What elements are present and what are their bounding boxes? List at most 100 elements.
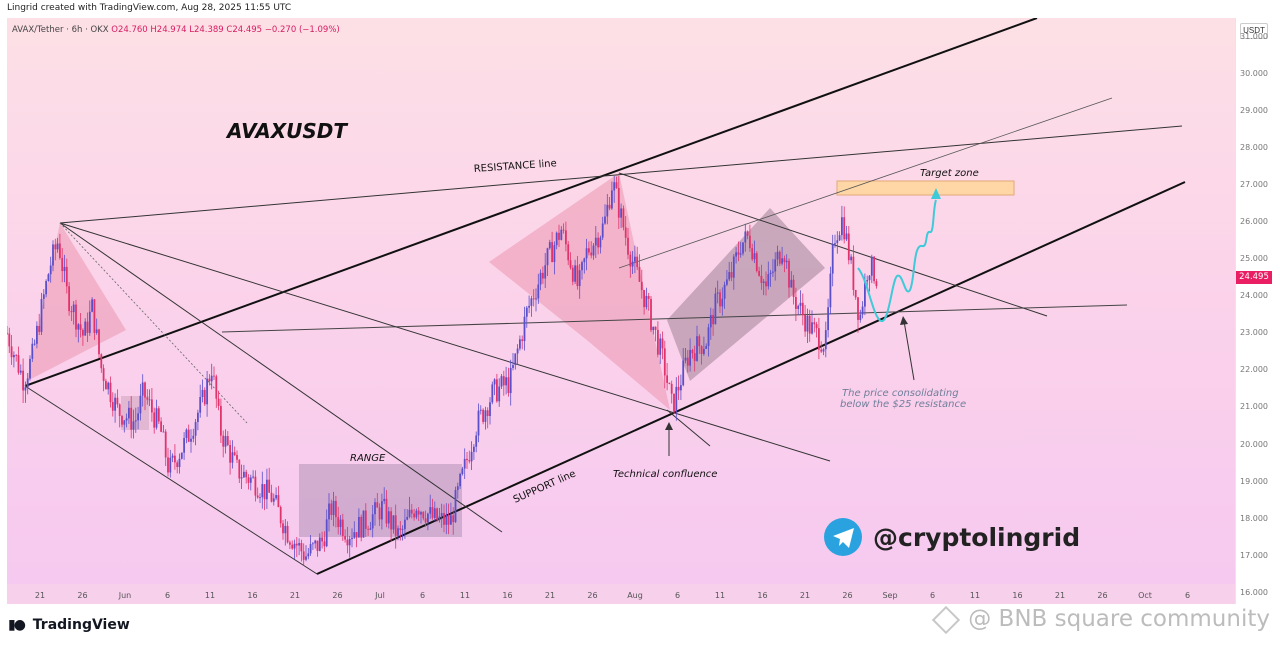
trend-lines (24, 18, 1186, 575)
candle-body (866, 280, 869, 282)
candle-body (52, 244, 54, 266)
candle-body (325, 519, 328, 547)
candle-body (739, 253, 742, 255)
candle-body (266, 479, 268, 500)
candle-body (440, 513, 443, 517)
candle-body (24, 387, 27, 391)
candle-body (801, 302, 804, 315)
candle-body (562, 229, 565, 231)
candle-body (820, 349, 823, 352)
candle-body (348, 539, 351, 546)
candle-body (164, 431, 167, 458)
candle-body (312, 543, 314, 545)
candle-body (339, 519, 342, 528)
candle-body (114, 397, 116, 411)
price-axis-unit[interactable]: USDT (1240, 23, 1268, 39)
candle-body (611, 190, 613, 209)
candle-body (289, 542, 291, 545)
candle-body (362, 510, 365, 538)
candle-body (673, 393, 675, 412)
projection-arrow-icon (931, 188, 941, 199)
candle-body (406, 516, 409, 520)
candle-body (36, 325, 38, 344)
candle-body (468, 460, 471, 462)
symbol-pair: AVAX/Tether · 6h · OKX (12, 25, 109, 35)
candle-body (716, 292, 719, 294)
candle-body (643, 290, 645, 308)
candle-body (360, 516, 363, 538)
candle-body (684, 357, 687, 361)
candle-body (390, 511, 392, 530)
candle-body (330, 503, 333, 515)
candle-body (843, 217, 846, 240)
candle-body (691, 349, 694, 354)
candle-body (259, 497, 261, 499)
support-line (316, 181, 1186, 575)
candle-body (505, 377, 507, 386)
candle-body (808, 315, 811, 334)
candle-body (240, 477, 243, 479)
candle-body (178, 458, 181, 468)
chart-svg[interactable]: AVAXUSDT RESISTANCE line SUPPORT line RA… (7, 18, 1235, 604)
candle-body (341, 519, 344, 537)
candle-body (822, 349, 825, 352)
candle-body (95, 329, 98, 333)
price-axis[interactable] (1235, 18, 1274, 604)
candle-body (279, 507, 282, 524)
candle-body (65, 266, 68, 287)
candle-body (291, 544, 294, 549)
candle-body (521, 339, 524, 341)
candle-body (746, 231, 749, 236)
candle-body (859, 314, 862, 320)
candle-body (162, 431, 165, 433)
candle-body (88, 311, 91, 333)
candle-body (431, 507, 434, 518)
telegram-badge[interactable]: @cryptolingrid (824, 518, 1080, 556)
candle-body (217, 398, 220, 406)
candle-body (47, 274, 50, 281)
candle-body (815, 324, 818, 329)
candle-body (298, 543, 300, 546)
candle-body (420, 512, 422, 515)
candle-body (61, 257, 64, 272)
candle-body (542, 272, 544, 279)
candle-body (344, 536, 346, 540)
candle-body (429, 507, 432, 514)
candle-body (496, 379, 498, 402)
candle-body (371, 514, 374, 529)
candle-body (548, 242, 551, 249)
candle-body (213, 375, 215, 377)
candle-body (19, 370, 22, 373)
candle-body (137, 413, 139, 421)
candle-body (309, 544, 312, 554)
candle-body (456, 486, 459, 491)
candle-body (353, 532, 356, 538)
tradingview-logo[interactable]: ▮● TradingView (8, 617, 130, 633)
candle-body (790, 279, 793, 288)
time-tick: 16 (757, 591, 767, 600)
candle-body (599, 237, 602, 248)
candle-body (174, 455, 176, 463)
price-tick: 16.000 (1240, 587, 1268, 597)
support-label: SUPPORT line (512, 468, 578, 505)
candle-body (236, 454, 238, 460)
candle-body (98, 329, 100, 355)
candle-body (151, 399, 153, 413)
candle-body (197, 412, 199, 423)
candle-body (261, 484, 264, 498)
candle-body (254, 476, 257, 496)
candle-body (765, 281, 767, 287)
chart-area[interactable]: AVAXUSDT RESISTANCE line SUPPORT line RA… (7, 18, 1235, 604)
candle-body (624, 227, 627, 238)
candle-body (256, 495, 259, 498)
candle-body (153, 412, 156, 428)
candle-body (760, 275, 763, 283)
candle-body (486, 410, 489, 417)
candle-body (59, 243, 61, 258)
time-axis-bg (7, 584, 1235, 604)
candle-body (827, 307, 829, 331)
candle-body (84, 321, 87, 336)
candle-body (762, 281, 765, 283)
candle-body (447, 514, 450, 525)
telegram-handle: @cryptolingrid (873, 523, 1080, 552)
